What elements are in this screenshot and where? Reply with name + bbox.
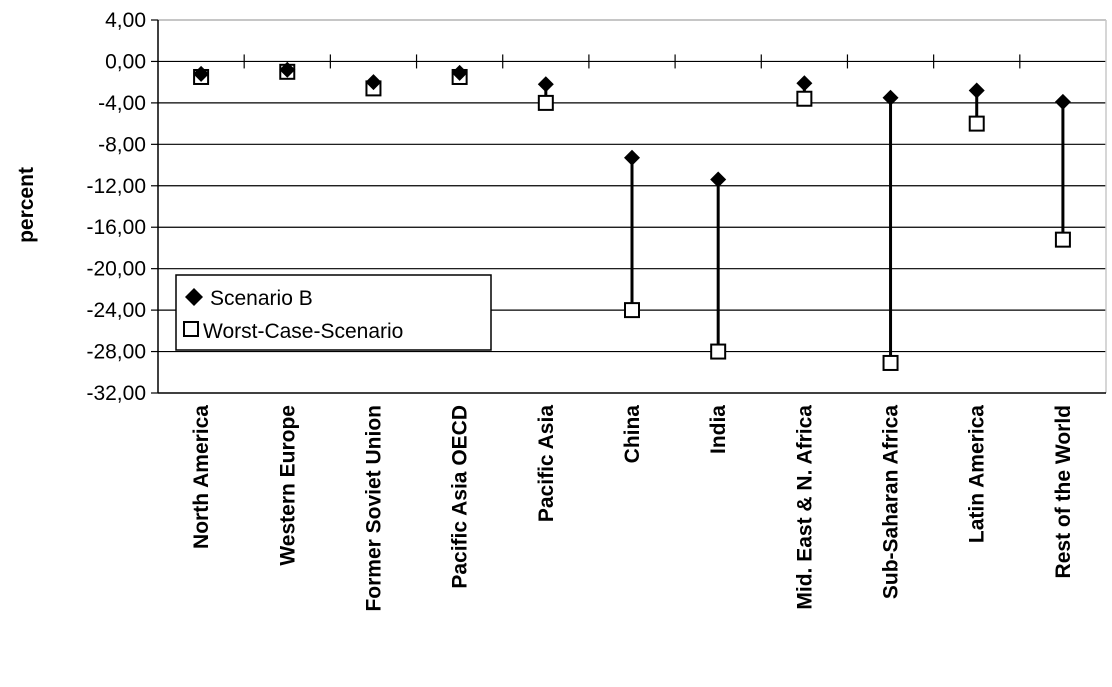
worst-case-point xyxy=(796,90,813,107)
category-label: Rest of the World xyxy=(1052,405,1075,578)
category-label: Latin America xyxy=(966,405,989,543)
legend-label-scenario-b: Scenario B xyxy=(210,287,313,310)
category-label: Pacific Asia OECD xyxy=(449,405,472,589)
y-tick-label: -12,00 xyxy=(86,175,146,198)
axes xyxy=(151,19,1107,394)
y-axis-title: percent xyxy=(15,167,38,243)
category-label: North America xyxy=(190,405,213,549)
category-label: Western Europe xyxy=(276,405,299,566)
y-tick-label: -16,00 xyxy=(86,216,146,239)
worst-case-point xyxy=(882,354,899,371)
legend: Scenario B Worst-Case-Scenario xyxy=(175,274,492,351)
y-tick-label: 0,00 xyxy=(105,50,146,73)
category-label: Pacific Asia xyxy=(535,405,558,522)
y-tick-labels: 4,00 0,00 -4,00 -8,00 -12,00 -16,00 -20,00 -24,… xyxy=(86,9,146,405)
y-tick-label: -24,00 xyxy=(86,299,146,322)
scenario-b-point xyxy=(968,82,985,99)
legend-label-worst-case: Worst-Case-Scenario xyxy=(203,320,403,343)
category-label: India xyxy=(707,405,730,454)
y-tick-label: 4,00 xyxy=(105,9,146,32)
data-points xyxy=(193,61,1071,371)
category-label: Sub-Saharan Africa xyxy=(880,405,903,599)
y-tick-label: -4,00 xyxy=(98,92,146,115)
scenario-b-point xyxy=(279,61,296,78)
worst-case-point xyxy=(968,115,985,132)
worst-case-point xyxy=(1054,231,1071,248)
scenario-b-point xyxy=(193,65,210,82)
worst-case-point xyxy=(537,94,554,111)
y-tick-label: -8,00 xyxy=(98,133,146,156)
legend-diamond-icon xyxy=(185,288,203,306)
scenario-b-point xyxy=(710,171,727,188)
category-labels: North America Western Europe Former Soviet… xyxy=(190,405,1075,612)
scenario-b-point xyxy=(624,149,640,166)
category-label: China xyxy=(621,405,644,464)
scenario-b-point xyxy=(537,76,554,93)
y-tick-label: -28,00 xyxy=(86,341,146,364)
scenario-b-point xyxy=(365,74,382,91)
worst-case-point xyxy=(710,343,727,360)
scenario-b-point xyxy=(796,75,813,92)
scenario-b-point xyxy=(1054,93,1071,110)
category-label: Former Soviet Union xyxy=(362,405,385,612)
scenario-b-point xyxy=(451,64,468,81)
legend-square-icon xyxy=(183,321,199,337)
legend-box xyxy=(175,274,492,351)
y-tick-label: -32,00 xyxy=(86,382,146,405)
worst-case-point xyxy=(624,302,640,319)
category-label: Mid. East & N. Africa xyxy=(793,405,816,610)
y-tick-label: -20,00 xyxy=(86,258,146,281)
scenario-b-point xyxy=(882,89,899,106)
